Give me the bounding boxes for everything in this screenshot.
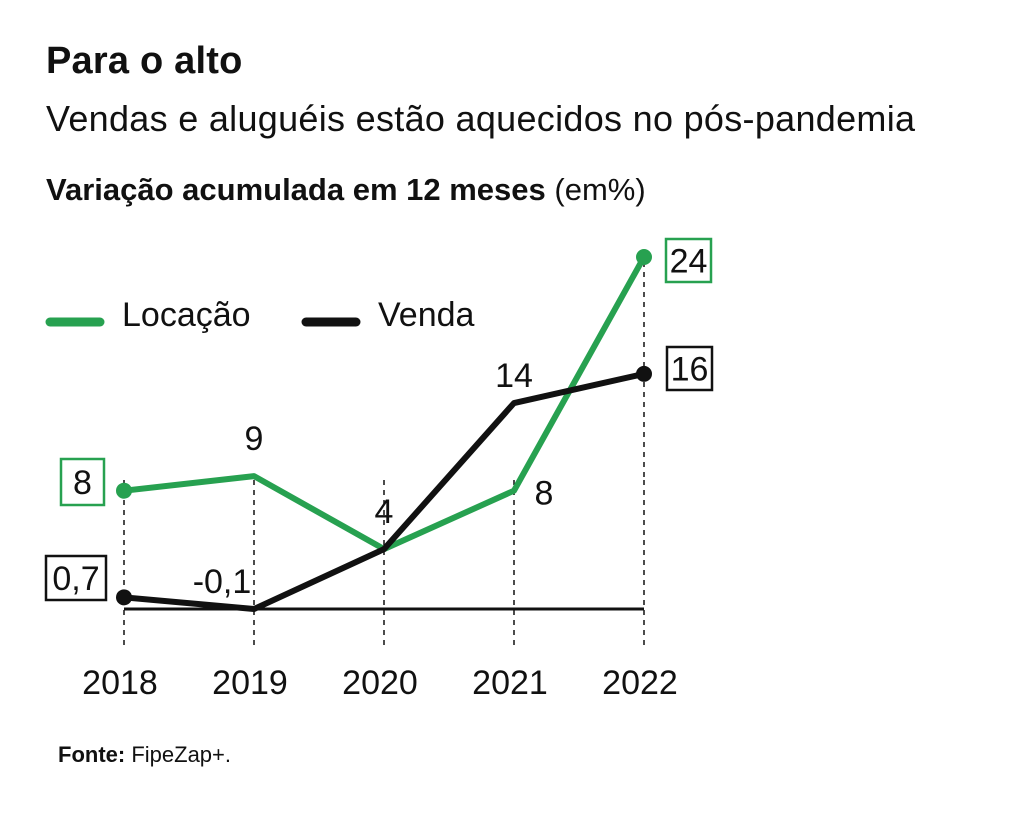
data-label-venda-2021: 14 (495, 357, 533, 395)
data-label-venda-2019: -0,1 (193, 563, 252, 601)
x-tick-label-2020: 2020 (342, 664, 418, 702)
data-label-venda-2022: 16 (671, 351, 709, 389)
chart-heading-text: Variação acumulada em 12 meses (46, 172, 546, 207)
x-tick-label-2019: 2019 (212, 664, 288, 702)
series-line-venda (121, 370, 647, 612)
data-label-box-locacao-2018 (59, 457, 106, 507)
data-label-locacao-2020: 4 (375, 493, 394, 531)
legend-locacao-label: Locação (122, 296, 251, 334)
chart-title: Para o alto (46, 40, 243, 82)
data-label-box-locacao-2022 (664, 237, 713, 284)
data-label-box-venda-2022 (665, 345, 714, 392)
source-text: FipeZap+. (131, 742, 231, 767)
chart-subtitle: Vendas e aluguéis estão aquecidos no pós… (46, 98, 916, 139)
data-point-locacao-2018 (116, 482, 132, 499)
data-point-locacao-2022 (636, 249, 652, 265)
x-tick-label-2021: 2021 (472, 664, 548, 702)
legend-venda-label: Venda (378, 296, 475, 334)
data-point-venda-2018 (116, 589, 132, 606)
chart-heading: Variação acumulada em 12 meses (em%) (46, 172, 646, 208)
data-label-venda-2018: 0,7 (52, 560, 99, 598)
source-label: Fonte: (58, 742, 126, 767)
x-tick-label-2018: 2018 (82, 664, 158, 702)
data-label-locacao-2021: 8 (535, 475, 554, 513)
data-label-box-venda-2018 (44, 554, 108, 602)
source-note: Fonte: FipeZap+. (58, 742, 231, 768)
x-tick-label-2022: 2022 (602, 664, 678, 702)
data-point-venda-2022 (636, 365, 652, 382)
data-label-locacao-2022: 24 (670, 243, 708, 281)
chart-heading-unit: (em%) (554, 172, 646, 207)
data-label-locacao-2019: 9 (245, 420, 264, 458)
data-label-locacao-2018: 8 (73, 464, 92, 502)
